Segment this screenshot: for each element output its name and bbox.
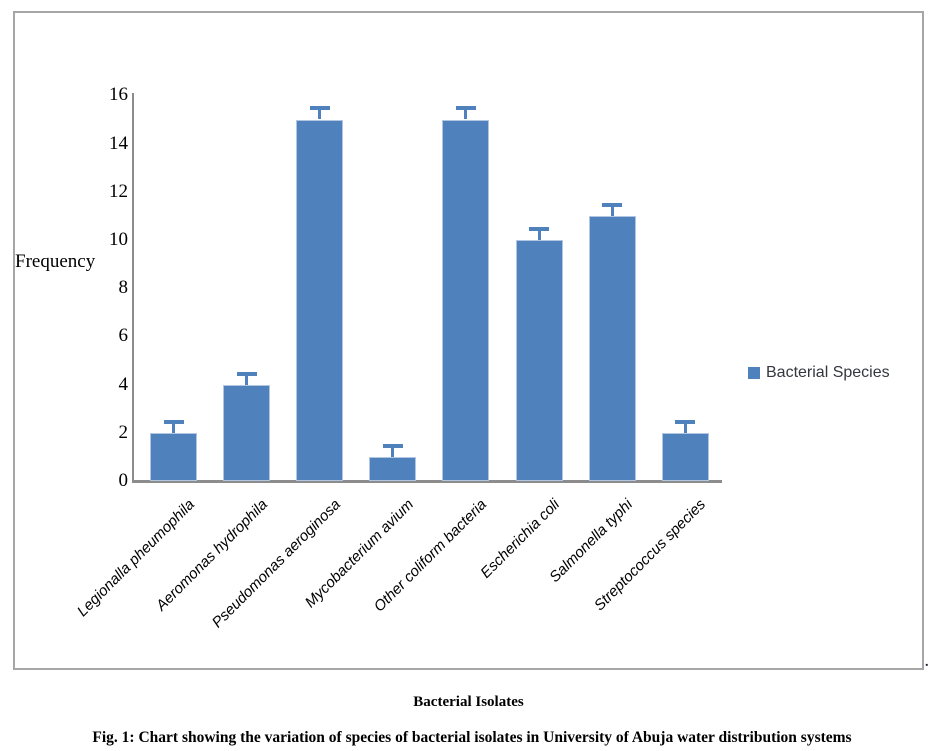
y-axis-line — [132, 93, 134, 483]
figure-caption: Fig. 1: Chart showing the variation of s… — [92, 729, 852, 746]
legend: Bacterial Species — [748, 364, 890, 382]
chart-frame — [13, 11, 924, 670]
y-axis-title: Frequency — [15, 251, 96, 272]
x-axis-line — [132, 480, 722, 483]
legend-label: Bacterial Species — [766, 364, 890, 381]
legend-swatch-icon — [748, 367, 760, 379]
stray-period: . — [925, 655, 929, 670]
x-axis-title: Bacterial Isolates — [413, 694, 524, 710]
